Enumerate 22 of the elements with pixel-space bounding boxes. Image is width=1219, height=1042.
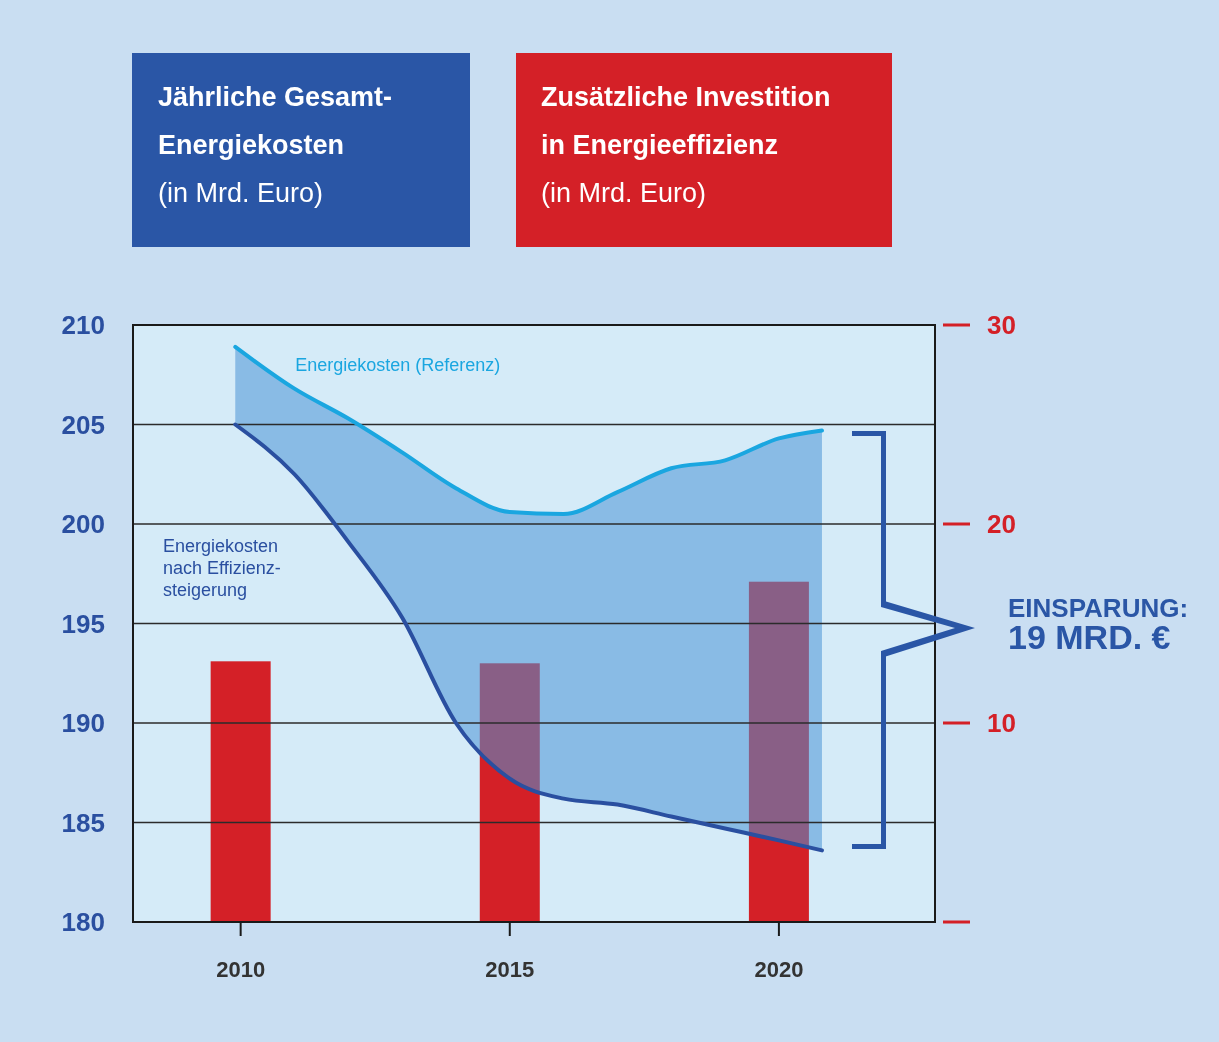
x-tick-label: 2015 <box>485 957 535 982</box>
y2-tick-label: 30 <box>987 310 1016 341</box>
y-axis-title: Jährliche Gesamt-Energiekosten (in Mrd. Euro) <box>158 82 393 208</box>
bar <box>479 663 540 922</box>
bar <box>210 661 271 922</box>
y-tick-label: 200 <box>61 509 105 540</box>
y-tick-label: 210 <box>61 310 105 341</box>
text: EINSPARUNG: 19 MRD. € <box>1008 593 1189 656</box>
text: Energiekosten nach Effizienz-steigerung <box>163 535 281 600</box>
line-series <box>233 344 824 517</box>
y2-tick-label: 10 <box>987 708 1016 739</box>
x-tick-label: 2020 <box>754 957 804 982</box>
y-tick-label: 180 <box>61 907 105 938</box>
y-tick-label: 195 <box>61 608 105 639</box>
series-label: Energiekosten (Referenz) <box>295 354 501 375</box>
y2-tick-label: 20 <box>987 509 1016 540</box>
y2-axis-title: Zusätzliche Investition in Energieeffizienz (in Mrd. Euro) <box>541 82 831 208</box>
bar <box>748 581 809 922</box>
x-tick-label: 2010 <box>216 957 266 982</box>
y-tick-label: 205 <box>61 409 105 440</box>
y-tick-label: 190 <box>61 708 105 739</box>
y-tick-label: 185 <box>61 807 105 838</box>
